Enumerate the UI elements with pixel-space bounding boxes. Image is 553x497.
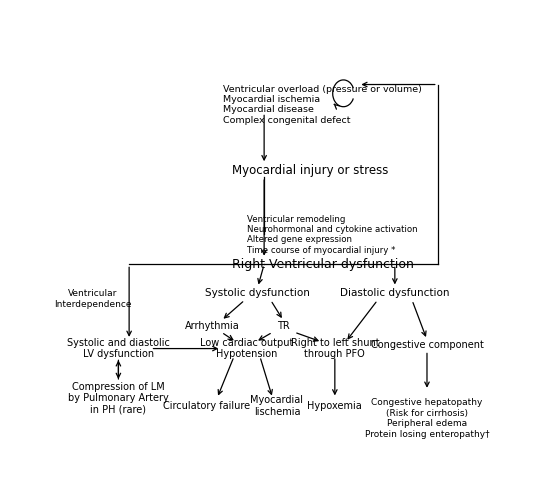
Text: Systolic dysfunction: Systolic dysfunction: [205, 288, 310, 298]
Text: Diastolic dysfunction: Diastolic dysfunction: [340, 288, 450, 298]
Text: Congestive hepatopathy
(Risk for cirrhosis)
Peripheral edema
Protein losing ente: Congestive hepatopathy (Risk for cirrhos…: [364, 398, 489, 438]
Text: TR: TR: [277, 321, 290, 331]
Text: Right to left shunt
through PFO: Right to left shunt through PFO: [290, 338, 379, 359]
Text: Low cardiac output
Hypotension: Low cardiac output Hypotension: [200, 338, 294, 359]
Text: Ventricular
Interdependence: Ventricular Interdependence: [54, 289, 132, 309]
Text: Compression of LM
by Pulmonary Artery
in PH (rare): Compression of LM by Pulmonary Artery in…: [68, 382, 169, 415]
Text: Right Ventricular dysfunction: Right Ventricular dysfunction: [232, 258, 414, 271]
Text: Ventricular remodeling
Neurohormonal and cytokine activation
Altered gene expres: Ventricular remodeling Neurohormonal and…: [247, 215, 418, 255]
Text: Circulatory failure: Circulatory failure: [163, 401, 250, 411]
Text: Myocardial
lischemia: Myocardial lischemia: [251, 395, 304, 417]
Text: Systolic and diastolic
LV dysfunction: Systolic and diastolic LV dysfunction: [67, 338, 170, 359]
Text: Congestive component: Congestive component: [371, 340, 483, 350]
Text: Arrhythmia: Arrhythmia: [185, 321, 240, 331]
Text: Myocardial injury or stress: Myocardial injury or stress: [232, 164, 388, 177]
Text: Ventricular overload (pressure or volume)
Myocardial ischemia
Myocardial disease: Ventricular overload (pressure or volume…: [223, 84, 422, 125]
Text: Hypoxemia: Hypoxemia: [307, 401, 362, 411]
